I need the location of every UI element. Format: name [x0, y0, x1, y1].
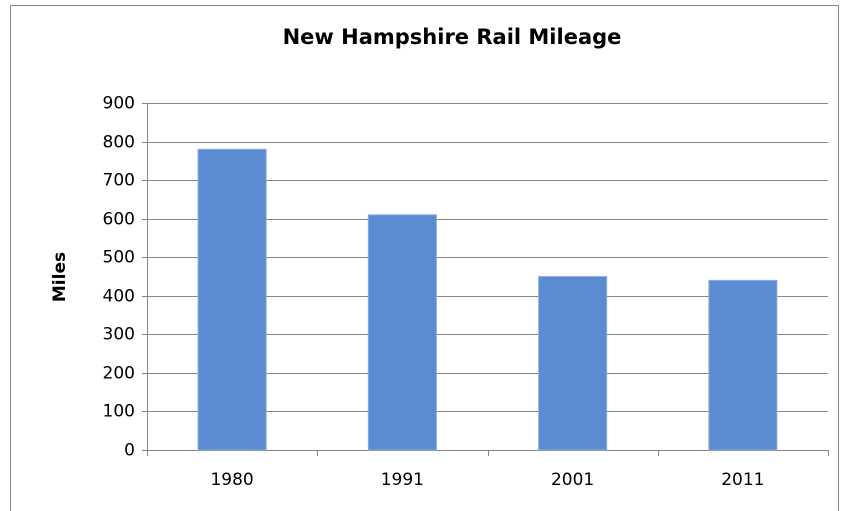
y-axis-label: Miles [50, 252, 70, 302]
y-tick-label: 600 [103, 210, 135, 230]
x-tick-label: 1991 [381, 470, 424, 490]
y-tick-label: 500 [103, 248, 135, 268]
y-tick-label: 800 [103, 133, 135, 153]
x-tick-label: 1980 [210, 470, 253, 490]
y-tick-label: 200 [103, 364, 135, 384]
y-tick-label: 0 [124, 441, 135, 461]
y-tick-label: 700 [103, 171, 135, 191]
bar [367, 214, 437, 451]
chart-title: New Hampshire Rail Mileage [283, 25, 622, 49]
bar [197, 148, 267, 451]
y-tick-label: 900 [103, 94, 135, 114]
y-tick-label: 100 [103, 402, 135, 422]
x-tick-label: 2011 [721, 470, 764, 490]
x-tick-label: 2001 [551, 470, 594, 490]
bar [538, 276, 608, 451]
bar [708, 279, 778, 451]
y-tick-label: 300 [103, 325, 135, 345]
y-tick-label: 400 [103, 287, 135, 307]
